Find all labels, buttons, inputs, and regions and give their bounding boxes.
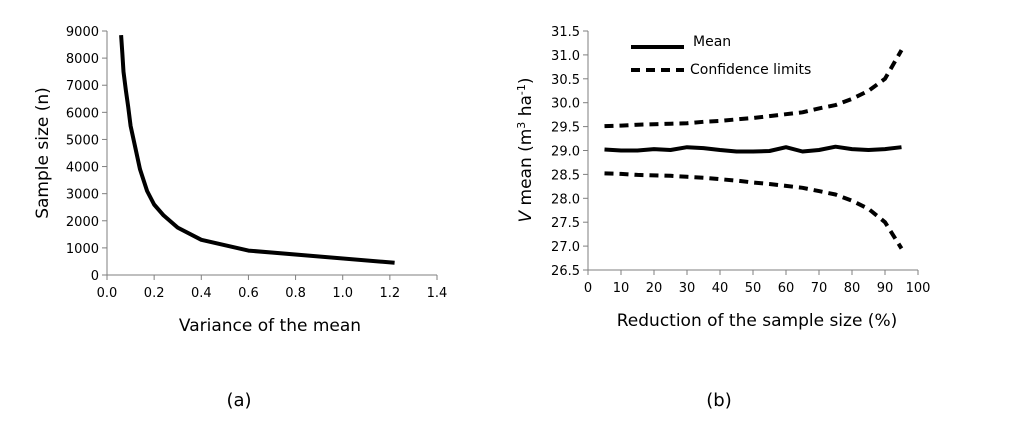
chart-b-x-tick-label: 40 (712, 281, 729, 296)
legend-mean-label: Mean (693, 34, 731, 50)
chart-a-series-sample-size-line (119, 34, 395, 265)
chart-b-legend: Mean Confidence limits (631, 34, 811, 78)
chart-b-x-tick-label: 10 (613, 281, 630, 296)
chart-a-x-axis-label: Variance of the mean (179, 316, 361, 336)
legend-confidence-label: Confidence limits (690, 62, 811, 78)
chart-b-y-axis-label: V mean (m3 ha-1) (515, 77, 536, 222)
chart-a-x-tick-label: 0.4 (191, 286, 212, 301)
chart-a-y-tick-label: 9000 (66, 25, 99, 40)
chart-a-x-tick-label: 0.8 (285, 286, 306, 301)
chart-a-x-tick-label: 1.4 (427, 286, 448, 301)
chart-a-panel-label: (a) (226, 390, 251, 411)
chart-a-y-tick-label: 7000 (66, 79, 99, 94)
chart-b-x-axis-label: Reduction of the sample size (%) (617, 311, 897, 331)
y-label-sup1: 3 (515, 122, 528, 129)
chart-b-y-tick-label: 30.0 (551, 97, 580, 112)
chart-b-y-tick-label: 26.5 (551, 264, 580, 279)
chart-a-x-tick-label: 0.0 (97, 286, 118, 301)
chart-a-x-tick-label: 0.6 (238, 286, 259, 301)
chart-b-series-mean-line (604, 144, 902, 154)
chart-b-y-tick-label: 27.5 (551, 216, 580, 231)
y-label-end: ) (516, 77, 536, 84)
chart-b-y-tick-label: 28.5 (551, 168, 580, 183)
chart-a-y-tick-label: 1000 (66, 242, 99, 257)
chart-a: 0 1000 2000 3000 4000 5000 6000 7000 8000 9000 0.0… (33, 25, 447, 411)
y-label-mid: ha (516, 95, 536, 122)
chart-b-x-tick-label: 60 (778, 281, 795, 296)
chart-b-y-tick-label: 31.0 (551, 49, 580, 64)
chart-b-x-tick-label: 30 (679, 281, 696, 296)
chart-a-y-tick-label: 2000 (66, 215, 99, 230)
chart-b-series-lower-confidence-limit-line (604, 171, 904, 250)
chart-b-x-tick-label: 90 (877, 281, 894, 296)
y-label-sup2: -1 (515, 84, 528, 95)
chart-b-x-tick-label: 80 (844, 281, 861, 296)
chart-a-y-tick-label: 5000 (66, 133, 99, 148)
chart-a-x-tick-label: 0.2 (144, 286, 165, 301)
chart-a-y-tick-label: 4000 (66, 161, 99, 176)
chart-b-x-tick-label: 50 (745, 281, 762, 296)
chart-a-y-tick-label: 0 (91, 269, 99, 284)
chart-b-panel-label: (b) (706, 390, 731, 411)
chart-b-y-tick-label: 29.5 (551, 121, 580, 136)
chart-b-y-tick-label: 31.5 (551, 25, 580, 40)
chart-a-y-tick-label: 3000 (66, 188, 99, 203)
chart-b-y-tick-label: 28.0 (551, 192, 580, 207)
chart-b: 26.5 27.0 27.5 28.0 28.5 29.0 29.5 30.0 30.5 31.0… (515, 25, 930, 411)
chart-b-y-tick-label: 29.0 (551, 145, 580, 160)
y-label-italic: V (516, 210, 536, 223)
chart-b-y-tick-label: 27.0 (551, 240, 580, 255)
chart-a-y-axis-label: Sample size (n) (33, 87, 53, 219)
chart-a-x-tick-label: 1.2 (380, 286, 401, 301)
chart-b-x-tick-label: 20 (646, 281, 663, 296)
chart-b-x-tick-label: 0 (584, 281, 592, 296)
chart-a-y-tick-label: 8000 (66, 52, 99, 67)
chart-b-y-tick-label: 30.5 (551, 73, 580, 88)
chart-b-x-tick-label: 100 (906, 281, 931, 296)
chart-a-y-tick-label: 6000 (66, 106, 99, 121)
chart-a-x-tick-label: 1.0 (332, 286, 353, 301)
y-label-rest: mean (m (516, 129, 536, 211)
chart-b-x-tick-label: 70 (811, 281, 828, 296)
